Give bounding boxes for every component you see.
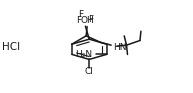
Text: HN: HN xyxy=(113,43,127,52)
Text: F: F xyxy=(76,16,81,25)
Text: F: F xyxy=(88,15,93,24)
Text: F: F xyxy=(78,11,83,19)
Text: OH: OH xyxy=(81,16,94,25)
Text: HCl: HCl xyxy=(2,41,20,52)
Text: Cl: Cl xyxy=(85,67,94,76)
Text: H₂N: H₂N xyxy=(75,50,92,59)
